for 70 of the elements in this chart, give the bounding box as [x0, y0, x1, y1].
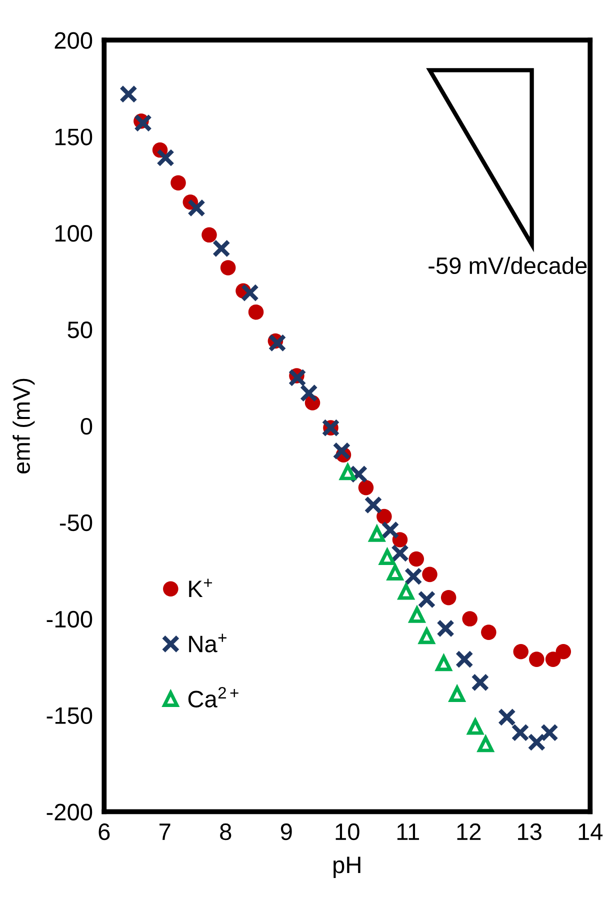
point [220, 260, 236, 276]
point [288, 368, 306, 387]
point [170, 175, 186, 190]
point [529, 652, 544, 667]
y-tick-label: -150 [46, 707, 92, 724]
point [511, 724, 530, 742]
point [332, 442, 351, 460]
point [418, 628, 435, 644]
legend-label: K$^{+}$ [189, 578, 212, 598]
y-tick-label: 100 [55, 225, 92, 242]
point [240, 284, 259, 302]
point [478, 736, 494, 752]
point [408, 551, 424, 567]
point [350, 465, 368, 484]
point [498, 708, 516, 726]
x-tick-label: 12 [457, 823, 481, 840]
point [528, 733, 546, 752]
y-tick-label: -200 [46, 804, 92, 820]
point [381, 521, 400, 540]
point [268, 334, 286, 352]
point [156, 148, 175, 167]
y-tick-label: 0 [80, 418, 92, 435]
point [462, 611, 478, 626]
x-axis-title: pH [334, 856, 360, 878]
point [212, 239, 230, 258]
point [513, 644, 529, 660]
legend-label: Ca$^{2+}$ [188, 686, 238, 708]
point [390, 544, 410, 562]
point [202, 227, 217, 243]
point [422, 566, 438, 582]
point [119, 85, 138, 104]
y-tick-label: 50 [68, 322, 92, 338]
point [376, 508, 392, 524]
point [187, 198, 206, 217]
point [467, 718, 484, 735]
point [471, 673, 490, 692]
point [409, 606, 425, 623]
annotation: -59 mV/decade [428, 256, 587, 274]
x-tick-label: 6 [98, 823, 110, 840]
point [134, 114, 152, 132]
point [455, 650, 474, 668]
point [436, 619, 455, 638]
x-tick-label: 11 [397, 824, 419, 840]
point [404, 567, 422, 586]
point [368, 526, 385, 542]
legend-label: Na$^{+}$ [189, 634, 226, 652]
y-axis-title: emf (mV) [12, 378, 35, 474]
x-tick-label: 8 [220, 823, 232, 840]
point [556, 644, 572, 660]
x-tick-label: 13 [518, 823, 542, 840]
point [436, 655, 452, 672]
point [364, 496, 382, 514]
y-tick-label: -50 [60, 514, 92, 532]
x-tick-label: 7 [160, 824, 170, 840]
x-tick-label: 14 [578, 824, 603, 840]
point [440, 590, 456, 606]
point [481, 624, 496, 640]
point [540, 724, 558, 742]
point [398, 584, 414, 600]
point [358, 480, 374, 496]
x-tick-label: 9 [280, 823, 292, 840]
point [300, 384, 318, 402]
point [340, 464, 356, 480]
point [248, 304, 264, 320]
y-tick-label: -100 [46, 610, 92, 628]
point [545, 652, 561, 667]
point [418, 590, 436, 609]
y-tick-label: 150 [55, 128, 92, 146]
y-tick-label: 200 [54, 32, 92, 49]
x-tick-label: 10 [336, 823, 360, 840]
